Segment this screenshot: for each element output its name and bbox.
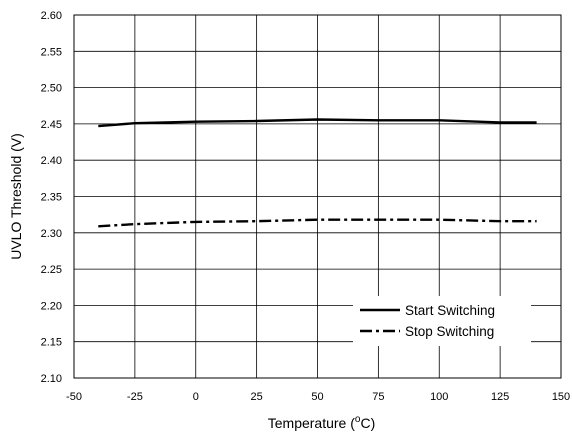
- x-tick-label: 150: [552, 391, 570, 403]
- legend-label: Stop Switching: [405, 324, 494, 339]
- grid-lines: [73, 14, 562, 379]
- y-tick-label: 2.25: [41, 264, 62, 276]
- series-line-stop-switching: [98, 218, 537, 228]
- y-axis-title: UVLO Threshold (V): [8, 133, 24, 260]
- y-tick-label: 2.45: [41, 119, 62, 131]
- x-tick-label: 75: [372, 391, 384, 403]
- legend: Start Switching Stop Switching: [353, 296, 531, 346]
- y-tick-label: 2.40: [41, 155, 62, 167]
- x-tick-label: 50: [311, 391, 323, 403]
- y-tick-label: 2.10: [41, 373, 62, 385]
- series-lines: [98, 118, 537, 228]
- x-tick-label: 25: [251, 391, 263, 403]
- series-line-start-switching: [98, 118, 537, 128]
- y-tick-label: 2.15: [41, 337, 62, 349]
- x-tick-label: 125: [491, 391, 509, 403]
- plot-frame: [73, 14, 562, 379]
- y-tick-label: 2.60: [41, 10, 62, 22]
- legend-label: Start Switching: [405, 303, 495, 318]
- y-tick-label: 2.55: [41, 46, 62, 58]
- x-tick-label: -25: [127, 391, 143, 403]
- x-axis-title: Temperature (oC): [268, 414, 376, 431]
- y-tick-label: 2.35: [41, 192, 62, 204]
- y-tick-labels: 2.10 2.15 2.20 2.25 2.30 2.35 2.40 2.45 2.50 2.55…: [41, 10, 62, 385]
- x-tick-label: 0: [193, 391, 199, 403]
- x-tick-label: -50: [66, 391, 82, 403]
- y-tick-label: 2.20: [41, 300, 62, 312]
- x-tick-labels: -50 -25 0 25 50 75 100 125 150: [66, 391, 570, 403]
- y-tick-label: 2.50: [41, 83, 62, 95]
- x-tick-label: 100: [430, 391, 448, 403]
- y-tick-label: 2.30: [41, 228, 62, 240]
- legend-box: [353, 296, 531, 346]
